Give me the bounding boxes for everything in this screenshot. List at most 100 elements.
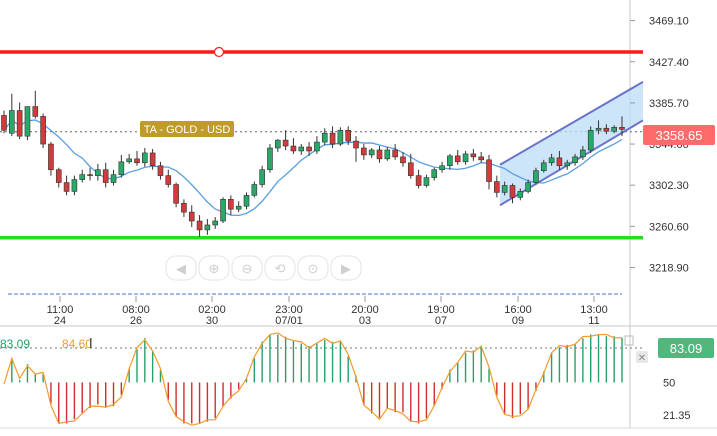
candle bbox=[267, 144, 273, 173]
candle bbox=[392, 144, 398, 160]
candle bbox=[572, 153, 578, 166]
candle bbox=[337, 127, 344, 147]
candle bbox=[314, 136, 320, 154]
price-tick-label: 3302.30 bbox=[649, 180, 689, 192]
price-tick-label: 3218.90 bbox=[649, 262, 689, 274]
candle bbox=[454, 149, 461, 165]
indicator-legend-value-1: 83.09 bbox=[0, 337, 30, 351]
candle bbox=[556, 150, 563, 170]
candle bbox=[274, 139, 281, 152]
candle bbox=[353, 136, 359, 162]
channel-lower-line bbox=[499, 119, 644, 207]
candle bbox=[494, 175, 500, 198]
price-tick-label: 3260.60 bbox=[649, 221, 689, 233]
candle bbox=[501, 181, 508, 196]
candle bbox=[251, 181, 258, 198]
zoom-in-icon[interactable]: ⊕ bbox=[198, 255, 230, 281]
candle bbox=[220, 197, 226, 223]
candle bbox=[400, 151, 406, 167]
candle bbox=[243, 192, 250, 210]
price-channel[interactable] bbox=[499, 81, 644, 207]
time-tick-label: 13:00 bbox=[580, 304, 608, 316]
candle bbox=[196, 215, 203, 237]
close-icon[interactable]: ✕ bbox=[638, 353, 646, 364]
candle bbox=[407, 153, 414, 179]
candle bbox=[533, 167, 539, 185]
candle bbox=[55, 167, 62, 188]
candle bbox=[181, 199, 187, 218]
candle bbox=[134, 150, 140, 166]
candle bbox=[548, 153, 555, 166]
current-price-badge: 3358.65 bbox=[643, 125, 715, 145]
arrow-right-icon[interactable]: ▶ bbox=[330, 255, 362, 281]
time-tick-label: 11:00 bbox=[47, 304, 74, 316]
candle bbox=[564, 159, 571, 170]
candle bbox=[188, 205, 195, 227]
candle bbox=[329, 126, 336, 148]
indicator-signal-line bbox=[3, 332, 623, 426]
candle bbox=[611, 125, 617, 134]
candle bbox=[368, 148, 375, 158]
date-tick-label: 11 bbox=[588, 315, 599, 327]
candle bbox=[478, 151, 484, 163]
candle bbox=[87, 167, 93, 181]
time-tick-label: 08:00 bbox=[122, 304, 150, 316]
candle bbox=[71, 175, 78, 196]
indicator-value-badge: 83.09 ✕ bbox=[636, 338, 714, 364]
zoom-toolbar: ◀ ⊕ ⊖ ⟲ ⊙ ▶ bbox=[165, 255, 362, 281]
indicator-legend-value-2: 84.60 bbox=[62, 337, 92, 351]
date-tick-label: 03 bbox=[359, 315, 371, 327]
indicator-tick-label: 21.35 bbox=[663, 410, 691, 422]
candle bbox=[282, 130, 289, 150]
candle bbox=[517, 188, 524, 201]
zoom-reset-icon[interactable]: ⟲ bbox=[264, 255, 296, 281]
zoom-out-icon[interactable]: ⊖ bbox=[231, 255, 263, 281]
price-tick-label: 3385.70 bbox=[649, 98, 689, 110]
candle bbox=[321, 128, 328, 146]
time-tick-label: 20:00 bbox=[351, 304, 379, 316]
price-axis[interactable]: 3469.103427.403385.703344.003302.303260.… bbox=[630, 16, 689, 275]
candle bbox=[603, 124, 610, 135]
candle bbox=[509, 183, 516, 204]
date-tick-label: 07/01 bbox=[275, 315, 303, 327]
candle bbox=[525, 179, 531, 194]
candlestick-series bbox=[1, 90, 625, 237]
instrument-badge: TA - GOLD - USD bbox=[140, 121, 234, 137]
arrow-left-icon[interactable]: ◀ bbox=[165, 255, 197, 281]
horizontal-levels bbox=[0, 46, 643, 295]
candle bbox=[228, 195, 234, 216]
candle bbox=[102, 162, 109, 188]
indicator-legend: 83.09 84.60 bbox=[0, 337, 92, 351]
candle bbox=[40, 113, 46, 148]
svg-text:⟲: ⟲ bbox=[275, 261, 286, 276]
candle bbox=[173, 182, 179, 208]
date-tick-label: 24 bbox=[54, 315, 66, 327]
candle bbox=[32, 90, 39, 119]
candle bbox=[540, 159, 547, 173]
candle bbox=[110, 169, 117, 186]
candle bbox=[587, 126, 594, 153]
candle bbox=[259, 165, 265, 188]
candle bbox=[431, 167, 438, 181]
candle bbox=[1, 110, 7, 134]
resistance-handle[interactable] bbox=[213, 46, 225, 58]
candle bbox=[79, 169, 86, 183]
candle bbox=[16, 102, 23, 140]
crosshair-icon[interactable]: ⊙ bbox=[297, 255, 329, 281]
date-tick-label: 07 bbox=[435, 315, 447, 327]
candle bbox=[126, 153, 132, 164]
date-tick-label: 26 bbox=[130, 315, 142, 327]
indicator-tick-label: 50 bbox=[663, 377, 675, 389]
candle bbox=[142, 148, 148, 167]
candle bbox=[361, 144, 367, 160]
svg-text:◀: ◀ bbox=[176, 261, 186, 276]
current-price-value: 3358.65 bbox=[656, 128, 703, 143]
time-tick-label: 02:00 bbox=[198, 304, 226, 316]
candle bbox=[423, 174, 430, 188]
indicator-current-value: 83.09 bbox=[670, 341, 703, 356]
candle bbox=[306, 142, 312, 156]
